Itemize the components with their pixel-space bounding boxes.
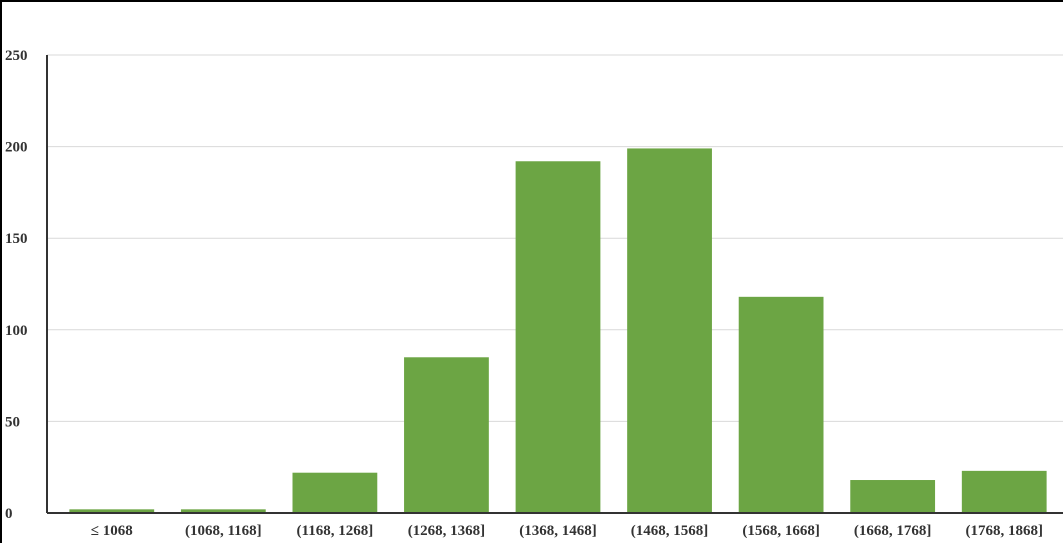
x-tick-label: (1268, 1368] — [408, 523, 486, 539]
y-tick-label: 100 — [5, 323, 28, 339]
bar-2 — [292, 472, 378, 513]
bar-5 — [627, 148, 712, 513]
x-tick-label: (1768, 1868] — [965, 523, 1043, 539]
x-tick-label: (1468, 1568] — [631, 523, 709, 539]
bar-6 — [738, 296, 824, 513]
bar-1 — [180, 509, 266, 513]
bar-3 — [404, 357, 489, 513]
x-tick-label: (1168, 1268] — [297, 523, 374, 539]
bar-7 — [850, 480, 936, 513]
y-tick-label: 50 — [5, 414, 20, 430]
x-tick-label: (1668, 1768] — [854, 523, 932, 539]
bars — [69, 148, 1047, 514]
y-tick-label: 200 — [5, 140, 28, 156]
x-tick-label: ≤ 1068 — [91, 523, 133, 539]
y-tick-label: 250 — [5, 48, 28, 64]
y-tick-label: 0 — [5, 506, 13, 522]
x-tick-label: (1068, 1168] — [185, 523, 262, 539]
bar-8 — [961, 470, 1047, 513]
x-axis-ticks: ≤ 1068 (1068, 1168] (1168, 1268] (1268, 136… — [91, 523, 1043, 539]
y-tick-label: 150 — [5, 231, 28, 247]
x-tick-label: (1568, 1668] — [742, 523, 820, 539]
bar-0 — [69, 509, 155, 513]
y-axis-ticks: 0 50 100 150 200 250 — [5, 48, 28, 522]
bar-4 — [515, 161, 601, 514]
x-tick-label: (1368, 1468] — [519, 523, 597, 539]
